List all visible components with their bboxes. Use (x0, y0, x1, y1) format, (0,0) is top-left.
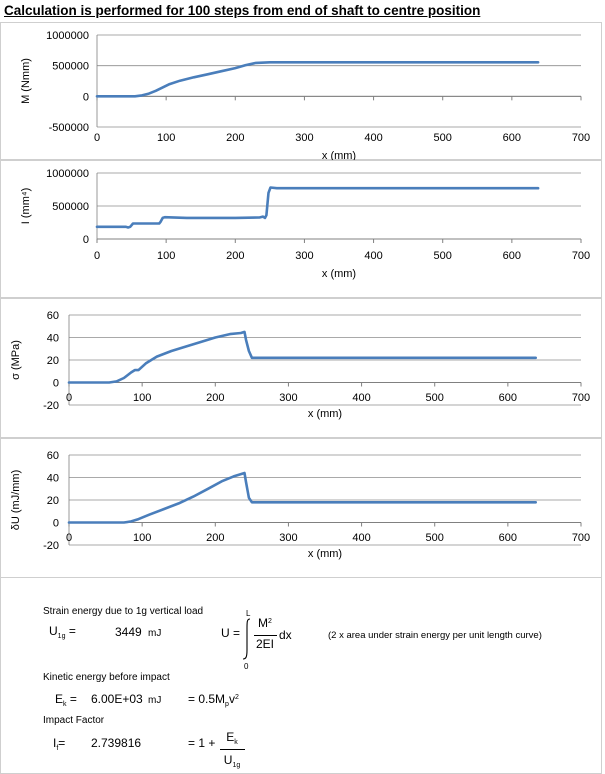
integral-sign-icon (242, 618, 251, 660)
calculation-panel: Strain energy due to 1g vertical load U1… (0, 578, 602, 774)
y-tick-label: 1000000 (46, 168, 89, 180)
x-tick-label: 100 (133, 532, 151, 544)
x-tick-label: 500 (434, 132, 452, 144)
y-tick-label: -500000 (49, 122, 89, 134)
strain-energy-title: Strain energy due to 1g vertical load (43, 606, 204, 617)
x-tick-label: 400 (364, 132, 382, 144)
x-tick-label: 100 (133, 392, 151, 404)
kinetic-energy-title: Kinetic energy before impact (43, 672, 170, 683)
moment-chart-panel: -500000 0 500000 1000000 0 100 200 300 400 500 600… (0, 22, 602, 161)
ek-value: 6.00E+03 (91, 692, 143, 706)
x-axis-title: x (mm) (308, 548, 342, 560)
if-value: 2.739816 (91, 736, 142, 750)
y-tick-label: 500000 (52, 61, 89, 73)
y-axis-title: I (mm⁴) (20, 188, 32, 225)
integral-note: (2 x area under strain energy per unit l… (328, 630, 542, 641)
if-label: If= (53, 736, 66, 752)
stress-chart-panel: -20 0 20 40 60 0 100 200 300 400 500 600 700 x (mm) σ … (0, 298, 602, 438)
u1g-unit: mJ (148, 628, 162, 639)
x-tick-label: 400 (352, 392, 370, 404)
inertia-chart-panel: 0 500000 1000000 0 100 200 300 400 500 600 700 x (m… (0, 160, 602, 298)
integral-fraction-bar (254, 635, 277, 636)
x-tick-label: 200 (226, 250, 244, 262)
y-tick-label: 0 (53, 378, 59, 390)
integral-lower-limit: 0 (244, 662, 249, 671)
y-tick-label: -20 (43, 540, 59, 552)
x-tick-label: 0 (66, 392, 72, 404)
series-line (95, 60, 540, 98)
integral-lhs: U = (221, 626, 241, 640)
x-tick-label: 400 (352, 532, 370, 544)
u1g-value: 3449 (115, 625, 142, 639)
y-tick-label: 60 (47, 310, 59, 322)
strain-energy-chart-panel: -20 0 20 40 60 0 100 200 300 400 500 600 700 x (mm) δU… (0, 438, 602, 578)
integral-denominator: 2EI (255, 637, 274, 651)
ek-label: Ek = (55, 692, 77, 708)
x-tick-label: 500 (426, 532, 444, 544)
x-tick-label: 300 (295, 250, 313, 262)
y-tick-label: -20 (43, 400, 59, 412)
chart-svg: -500000 0 500000 1000000 0 100 200 300 400 500 600… (20, 30, 590, 161)
x-tick-label: 0 (94, 250, 100, 262)
y-tick-label: 1000000 (46, 30, 89, 42)
x-tick-label: 700 (572, 250, 590, 262)
x-tick-label: 600 (503, 132, 521, 144)
x-tick-label: 400 (364, 250, 382, 262)
x-tick-label: 600 (499, 532, 517, 544)
x-tick-label: 0 (66, 532, 72, 544)
y-tick-label: 0 (83, 234, 89, 246)
series-line (95, 186, 540, 229)
if-numerator: Ek (226, 730, 238, 746)
x-tick-label: 700 (572, 532, 590, 544)
y-tick-label: 0 (83, 91, 89, 103)
x-tick-label: 100 (157, 250, 175, 262)
x-tick-label: 200 (206, 392, 224, 404)
x-tick-label: 100 (157, 132, 175, 144)
integral-upper-limit: L (246, 609, 251, 618)
x-tick-label: 700 (572, 132, 590, 144)
x-axis-title: x (mm) (322, 150, 356, 161)
y-tick-label: 0 (53, 518, 59, 530)
x-tick-label: 500 (426, 392, 444, 404)
impact-factor-title: Impact Factor (43, 715, 105, 726)
chart-svg: 0 500000 1000000 0 100 200 300 400 500 600 700 x (m… (20, 168, 590, 280)
x-tick-label: 300 (279, 392, 297, 404)
x-tick-label: 500 (434, 250, 452, 262)
ek-unit: mJ (148, 695, 162, 706)
y-tick-label: 40 (47, 473, 59, 485)
y-axis-title: M (Nmm) (20, 58, 32, 104)
x-axis-title: x (mm) (322, 268, 356, 280)
x-tick-label: 300 (279, 532, 297, 544)
x-tick-label: 600 (499, 392, 517, 404)
page-heading: Calculation is performed for 100 steps f… (4, 3, 481, 18)
y-tick-label: 20 (47, 355, 59, 367)
series-line (67, 471, 538, 524)
x-tick-label: 600 (503, 250, 521, 262)
x-tick-label: 300 (295, 132, 313, 144)
y-tick-label: 40 (47, 333, 59, 345)
x-axis-title: x (mm) (308, 408, 342, 420)
x-tick-label: 200 (206, 532, 224, 544)
u1g-label: U1g = (49, 624, 76, 640)
y-axis-title: σ (MPa) (10, 340, 22, 380)
y-tick-label: 500000 (52, 201, 89, 213)
x-tick-label: 0 (94, 132, 100, 144)
if-formula: = 1 + (188, 736, 216, 750)
ek-formula: = 0.5Mpv2 (188, 692, 239, 708)
y-tick-label: 20 (47, 495, 59, 507)
y-tick-label: 60 (47, 450, 59, 462)
series-line (67, 330, 538, 384)
y-axis-title: δU (mJ/mm) (10, 470, 22, 531)
integral-numerator: M2 (258, 616, 272, 630)
if-fraction-bar (220, 749, 245, 750)
x-tick-label: 700 (572, 392, 590, 404)
integral-dx: dx (279, 628, 292, 642)
x-tick-label: 200 (226, 132, 244, 144)
if-denominator: U1g (223, 753, 241, 769)
